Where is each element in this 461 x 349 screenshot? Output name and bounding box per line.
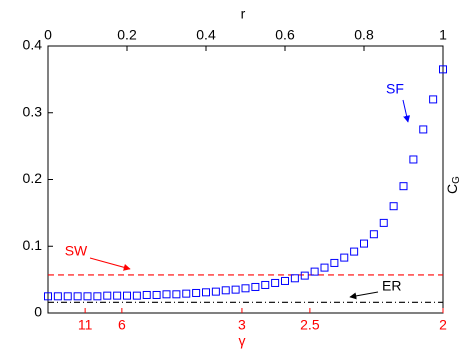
marker bbox=[103, 291, 112, 300]
x-tick-label: 0.8 bbox=[354, 27, 374, 43]
marker bbox=[389, 202, 398, 211]
y-tick-label: 0 bbox=[34, 304, 42, 320]
marker bbox=[300, 271, 309, 280]
marker bbox=[241, 284, 250, 293]
x2-label: γ bbox=[239, 333, 246, 349]
marker bbox=[419, 125, 428, 134]
marker bbox=[93, 292, 102, 301]
x-label: r bbox=[241, 6, 246, 22]
marker bbox=[132, 291, 141, 300]
marker bbox=[162, 290, 171, 299]
y-tick-label: 0.4 bbox=[23, 37, 43, 53]
marker bbox=[73, 292, 82, 301]
x-tick-label: 0.6 bbox=[275, 27, 295, 43]
y-label-base: C bbox=[444, 184, 460, 194]
marker bbox=[360, 239, 368, 248]
x2-tick-label: 2 bbox=[439, 317, 447, 333]
y-label: CG bbox=[444, 176, 461, 194]
marker bbox=[44, 292, 52, 301]
sf-arrow bbox=[402, 99, 411, 123]
x-tick-label: 0.4 bbox=[196, 27, 216, 43]
marker bbox=[290, 274, 299, 283]
marker bbox=[172, 290, 181, 299]
marker bbox=[182, 289, 191, 298]
x2-tick-label: 11 bbox=[78, 317, 93, 333]
marker bbox=[399, 182, 408, 191]
marker bbox=[152, 290, 161, 299]
marker bbox=[123, 291, 131, 300]
er-arrow bbox=[349, 291, 379, 300]
marker bbox=[251, 282, 260, 291]
sw-arrow bbox=[89, 257, 131, 271]
marker bbox=[429, 95, 438, 104]
y-tick-label: 0.2 bbox=[23, 170, 43, 186]
marker bbox=[142, 290, 151, 299]
hline-label: ER bbox=[382, 278, 401, 294]
marker bbox=[350, 247, 359, 256]
marker bbox=[310, 267, 319, 276]
marker bbox=[53, 292, 62, 301]
marker bbox=[231, 285, 240, 294]
marker bbox=[202, 288, 210, 297]
marker bbox=[211, 287, 220, 296]
x2-tick-label: 3 bbox=[238, 317, 246, 333]
marker bbox=[261, 280, 270, 289]
y-label-sub: G bbox=[451, 176, 461, 184]
marker bbox=[379, 218, 388, 227]
hline-label: SW bbox=[65, 243, 88, 259]
marker bbox=[409, 155, 418, 164]
x-tick-label: 0.2 bbox=[117, 27, 137, 43]
x2-tick-label: 2.5 bbox=[300, 317, 320, 333]
marker bbox=[369, 230, 378, 239]
marker bbox=[63, 292, 72, 301]
marker bbox=[83, 292, 92, 301]
marker bbox=[192, 288, 201, 297]
x2-tick-label: 6 bbox=[118, 317, 126, 333]
marker bbox=[439, 65, 447, 74]
marker bbox=[330, 258, 339, 267]
y-tick-label: 0.1 bbox=[23, 237, 43, 253]
marker bbox=[271, 278, 280, 287]
x-tick-label: 0 bbox=[44, 27, 52, 43]
x-tick-label: 1 bbox=[439, 27, 447, 43]
marker bbox=[281, 276, 289, 285]
marker bbox=[113, 291, 122, 300]
plot-frame bbox=[47, 45, 444, 314]
marker bbox=[320, 263, 329, 272]
marker bbox=[340, 253, 349, 262]
series-label: SF bbox=[386, 81, 404, 97]
y-tick-label: 0.3 bbox=[23, 103, 43, 119]
marker bbox=[221, 286, 230, 295]
